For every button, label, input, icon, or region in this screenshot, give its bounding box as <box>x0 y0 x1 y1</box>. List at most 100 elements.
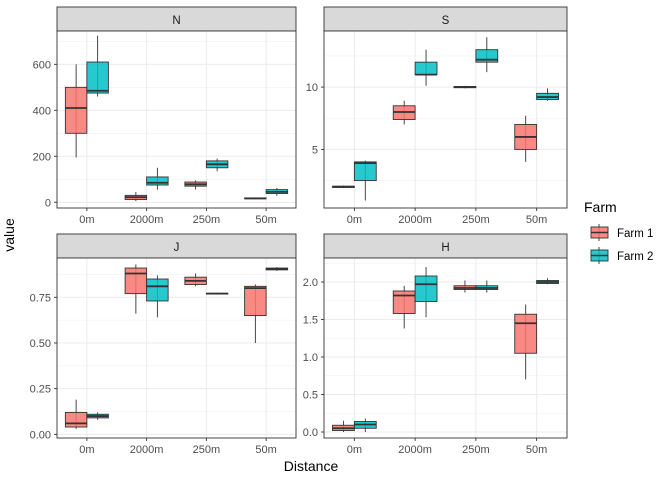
facet-strip-n <box>56 6 297 32</box>
box-farm-2-2000m <box>414 49 438 86</box>
x-tick-label: 250m <box>462 214 490 226</box>
x-tick-label: 0m <box>347 214 362 226</box>
x-tick-label: 2000m <box>398 214 432 226</box>
panel-n: N 0 200 400 600 0m 2000m 250m 50m <box>33 6 297 226</box>
box-body <box>86 61 109 94</box>
x-tick-label: 50m <box>255 444 276 456</box>
facet-strip-s <box>323 6 568 32</box>
facet-strip-label: S <box>442 15 450 27</box>
box-farm-1-50m <box>514 304 538 380</box>
panel-background <box>57 31 296 208</box>
y-tick-label: 400 <box>33 105 51 117</box>
x-axis-title: Distance <box>284 458 339 474</box>
facet-panels: N 0 200 400 600 0m 2000m 250m 50m S 5 10 0m 2000m 250m… <box>30 6 568 456</box>
y-tick-label: 5 <box>312 144 318 156</box>
box-body <box>414 61 438 76</box>
box-farm-2-250m <box>205 292 229 295</box>
legend-label-farm-2: Farm 2 <box>617 251 653 263</box>
box-farm-2-250m <box>475 37 499 73</box>
x-tick-label: 2000m <box>398 444 432 456</box>
box-body <box>514 313 538 354</box>
box-farm-2-50m <box>265 267 289 271</box>
x-tick-label: 0m <box>79 444 94 456</box>
y-tick-label: 10 <box>306 82 318 94</box>
x-tick-label: 250m <box>462 444 490 456</box>
y-tick-label: 0.0 <box>303 427 318 439</box>
x-tick-label: 0m <box>79 214 94 226</box>
x-tick-label: 50m <box>526 444 547 456</box>
legend-label-farm-1: Farm 1 <box>617 228 653 240</box>
x-tick-label: 2000m <box>130 444 164 456</box>
box-body <box>392 290 416 314</box>
box-body <box>414 275 438 302</box>
box-body <box>64 86 88 134</box>
box-farm-1-250m <box>453 85 477 89</box>
y-tick-label: 2.0 <box>303 277 318 289</box>
box-body <box>64 411 88 428</box>
y-tick-label: 0 <box>45 197 51 209</box>
y-tick-label: 0.50 <box>30 338 51 350</box>
panel-h: H 0.0 0.5 1.0 1.5 2.0 0m 2000m 250m 50m <box>303 233 568 456</box>
box-farm-1-0m <box>332 185 355 189</box>
facet-strip-label: H <box>441 242 449 254</box>
legend: Farm Farm 1 Farm 2 <box>584 199 653 264</box>
panel-border <box>56 30 297 209</box>
box-farm-1-2000m <box>392 285 416 329</box>
box-farm-2-50m <box>265 188 289 196</box>
box-farm-1-50m <box>244 197 267 200</box>
box-farm-1-0m <box>64 399 88 429</box>
box-farm-2-250m <box>205 158 229 172</box>
y-tick-label: 1.0 <box>303 352 318 364</box>
box-farm-1-50m <box>514 115 538 162</box>
x-tick-label: 2000m <box>130 214 164 226</box>
facet-strip-j <box>56 233 297 259</box>
box-farm-1-0m <box>64 64 88 158</box>
y-tick-label: 0.75 <box>30 292 51 304</box>
facet-strip-label: J <box>174 242 180 254</box>
legend-item-farm-2: Farm 2 <box>590 247 653 264</box>
box-farm-2-50m <box>536 278 559 285</box>
x-tick-label: 250m <box>193 444 221 456</box>
panel-border <box>56 257 297 439</box>
facet-strip-h <box>323 233 568 259</box>
legend-title: Farm <box>584 199 617 215</box>
box-farm-2-2000m <box>146 275 169 318</box>
box-farm-2-0m <box>86 35 109 97</box>
facet-strip-label: N <box>172 15 180 27</box>
box-farm-1-0m <box>332 420 355 432</box>
panel-j: J 0.00 0.25 0.50 0.75 0m 2000m 250m 50m <box>30 233 297 456</box>
y-tick-label: 200 <box>33 151 51 163</box>
box-farm-2-0m <box>86 412 109 420</box>
y-tick-label: 0.25 <box>30 384 51 396</box>
y-tick-label: 600 <box>33 59 51 71</box>
box-body <box>244 285 267 317</box>
box-body <box>146 278 169 302</box>
panel-background <box>57 258 296 438</box>
y-tick-label: 0.5 <box>303 390 318 402</box>
box-body <box>353 161 377 182</box>
box-farm-2-0m <box>353 418 377 432</box>
box-body <box>124 267 148 295</box>
box-farm-2-0m <box>353 160 377 201</box>
y-axis-title: value <box>1 218 17 252</box>
box-farm-2-2000m <box>414 267 438 318</box>
box-body <box>146 176 169 186</box>
box-farm-1-2000m <box>392 100 416 125</box>
panel-s: S 5 10 0m 2000m 250m 50m <box>306 6 568 226</box>
x-tick-label: 50m <box>255 214 276 226</box>
panel-border <box>323 30 568 209</box>
box-farm-1-2000m <box>124 191 148 202</box>
y-tick-label: 1.5 <box>303 315 318 327</box>
panel-background <box>324 31 567 208</box>
x-tick-label: 50m <box>526 214 547 226</box>
x-tick-label: 250m <box>193 214 221 226</box>
legend-item-farm-1: Farm 1 <box>590 224 653 241</box>
y-tick-label: 0.00 <box>30 429 51 441</box>
box-farm-2-50m <box>536 88 559 101</box>
box-farm-1-50m <box>244 284 267 343</box>
box-farm-1-250m <box>184 273 207 287</box>
box-farm-1-2000m <box>124 264 148 314</box>
box-farm-2-2000m <box>146 167 169 190</box>
box-farm-1-250m <box>184 180 207 190</box>
